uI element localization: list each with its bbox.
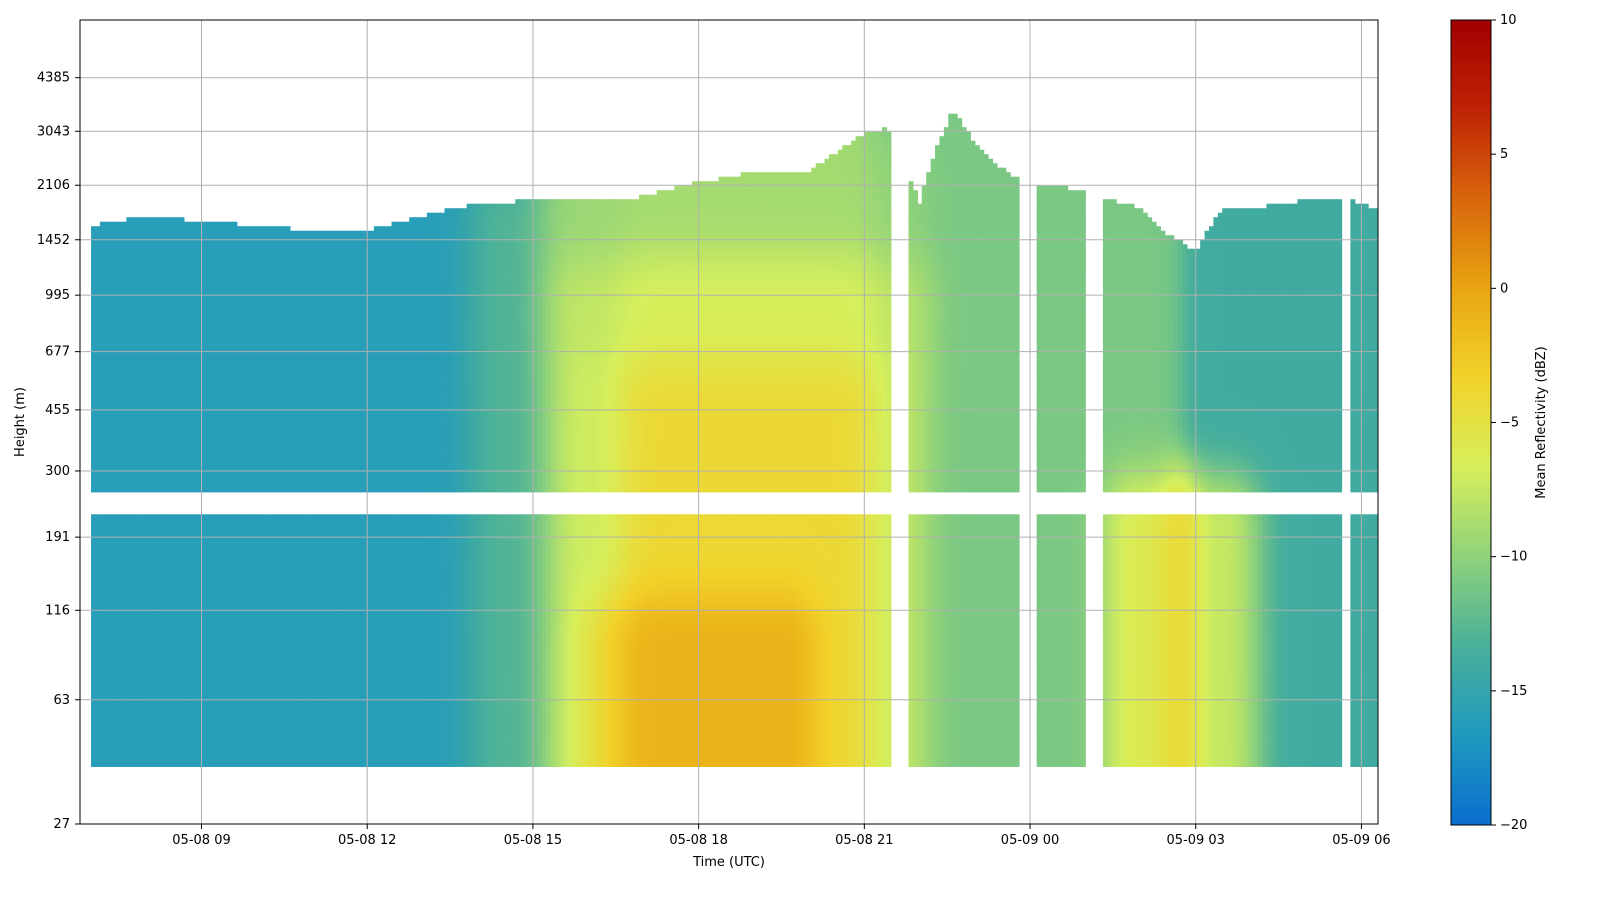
colorbar-tick-label: −5 [1500,416,1519,431]
x-tick-label: 05-09 00 [1001,833,1059,848]
y-axis-ticks: 27 63 116 191 300 455 677 995 1452 2106 3043 4385 [37,71,80,832]
colorbar-tick-label: 10 [1500,13,1517,28]
y-tick-label: 4385 [37,71,70,86]
x-tick-label: 05-08 09 [172,833,230,848]
y-tick-label: 3043 [37,124,70,139]
x-tick-label: 05-09 03 [1167,833,1225,848]
y-tick-label: 300 [45,464,70,479]
y-tick-label: 1452 [37,233,70,248]
y-tick-label: 995 [45,288,70,303]
y-tick-label: 2106 [37,178,70,193]
colorbar-label: Mean Reflectivity (dBZ) [1534,346,1549,499]
colorbar [1451,20,1491,825]
y-tick-label: 27 [53,817,70,832]
heatmap-cells [91,114,1377,767]
y-tick-label: 191 [45,530,70,545]
colorbar-tick-label: −20 [1500,818,1527,833]
x-tick-label: 05-08 12 [338,833,396,848]
x-tick-label: 05-08 21 [835,833,893,848]
colorbar-ticks: 10 5 0 −5 −10 −15 −20 [1491,13,1527,833]
reflectivity-chart: 05-08 09 05-08 12 05-08 15 05-08 18 05-08 21… [0,0,1600,900]
x-axis-label: Time (UTC) [692,855,765,870]
x-tick-label: 05-08 15 [504,833,562,848]
colorbar-tick-label: 5 [1500,147,1508,162]
x-tick-label: 05-08 18 [669,833,727,848]
colorbar-tick-label: −10 [1500,550,1527,565]
colorbar-tick-label: −15 [1500,684,1527,699]
x-axis-ticks: 05-08 09 05-08 12 05-08 15 05-08 18 05-08 21… [172,824,1390,848]
y-tick-label: 455 [45,403,70,418]
y-tick-label: 677 [45,345,70,360]
colorbar-tick-label: 0 [1500,281,1508,296]
y-tick-label: 116 [45,603,70,618]
y-axis-label: Height (m) [13,387,28,457]
x-tick-label: 05-09 06 [1332,833,1390,848]
y-tick-label: 63 [53,693,70,708]
